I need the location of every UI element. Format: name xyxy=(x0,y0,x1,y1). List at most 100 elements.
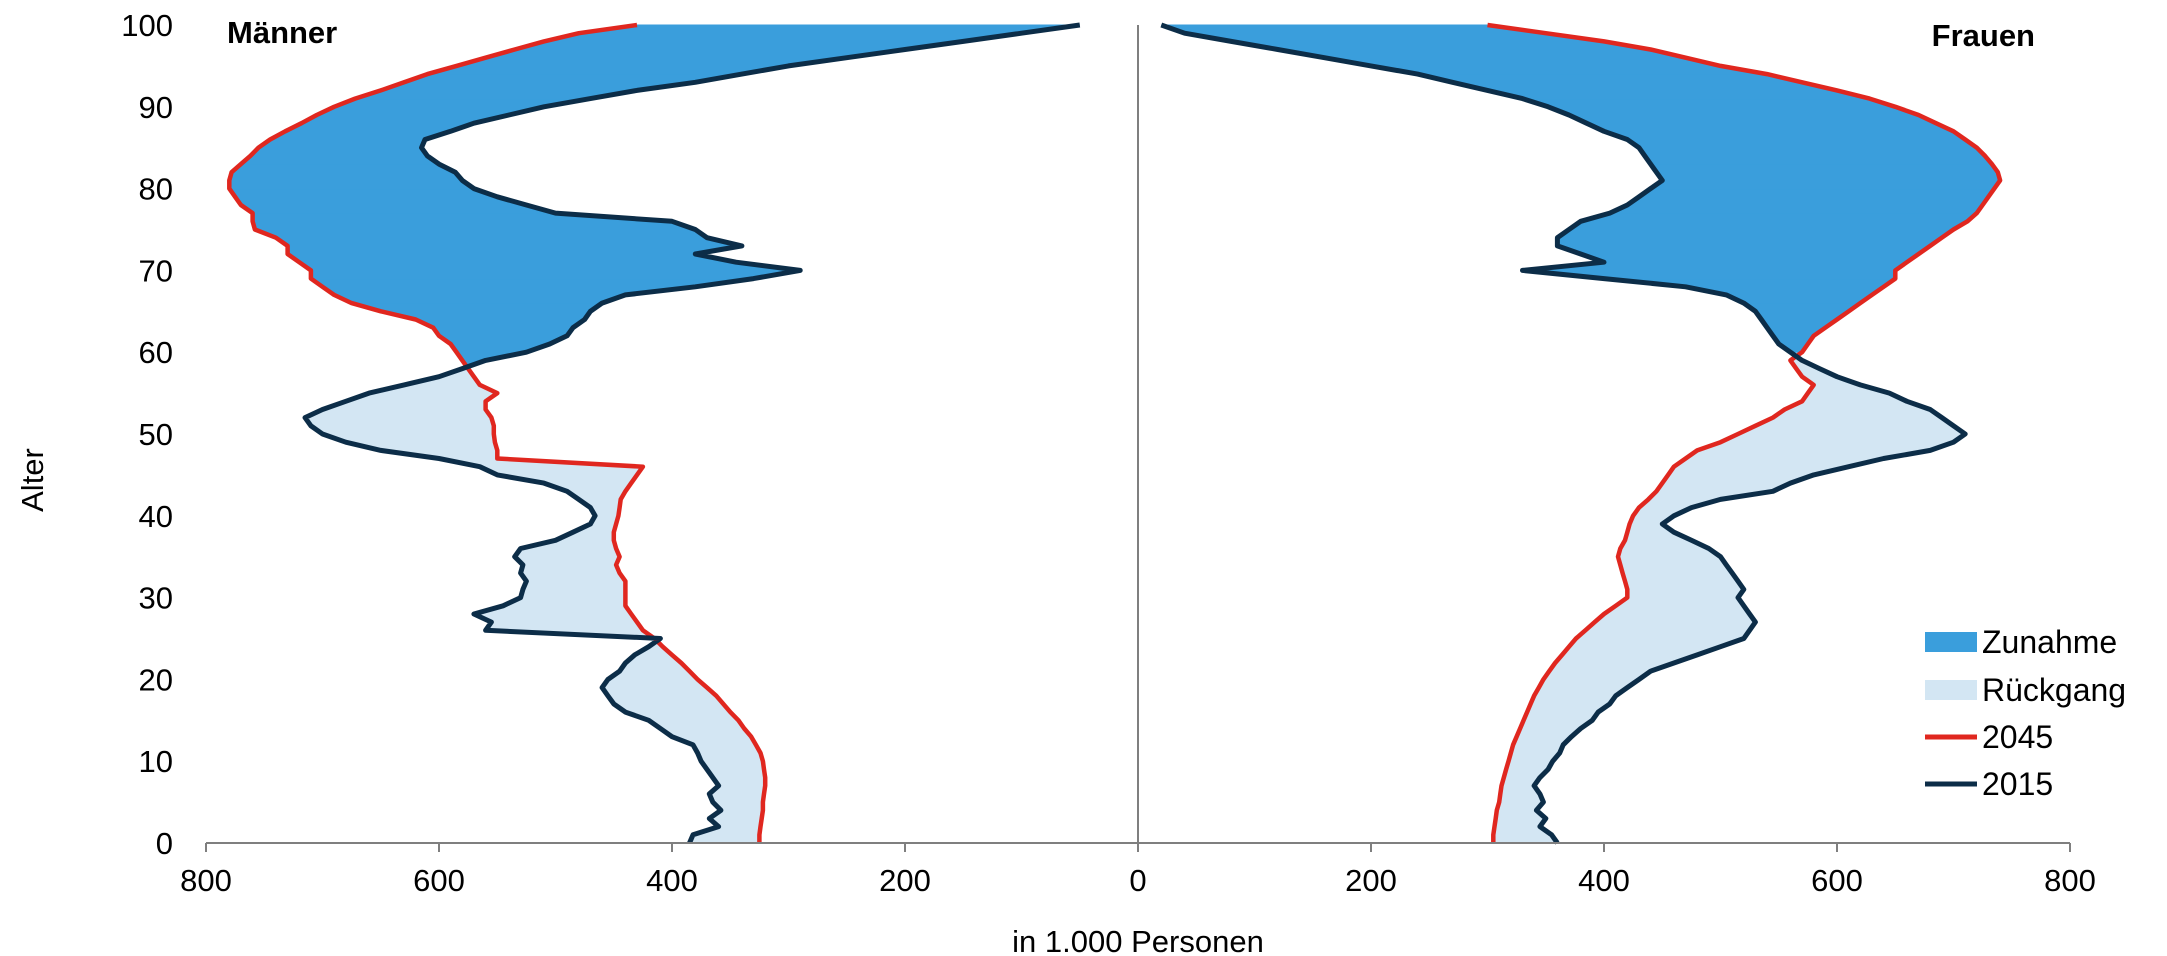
zunahme-band-frauen-77 xyxy=(1609,204,1984,214)
y-tick-label: 90 xyxy=(139,90,173,125)
y-tick-label: 10 xyxy=(139,744,173,779)
y-tick-label: 0 xyxy=(156,826,173,861)
zunahme-band-frauen-89 xyxy=(1547,106,1919,116)
y-tick-label: 80 xyxy=(139,172,173,207)
zunahme-band-maenner-83 xyxy=(239,155,441,165)
zunahme-band-frauen-83 xyxy=(1643,155,1993,165)
rueckgang-band-frauen-30 xyxy=(1626,588,1745,599)
zunahme-band-frauen-65 xyxy=(1742,302,1862,312)
zunahme-band-frauen-97 xyxy=(1231,40,1651,50)
rueckgang-band-frauen-15 xyxy=(1522,711,1600,721)
y-tick-label: 100 xyxy=(121,8,173,43)
x-tick-label: 200 xyxy=(879,863,931,898)
legend-label-y2045: 2045 xyxy=(1982,719,2053,755)
zunahme-band-frauen-96 xyxy=(1277,49,1686,59)
rueckgang-band-maenner-18 xyxy=(601,687,718,697)
zunahme-band-frauen-94 xyxy=(1370,65,1768,75)
legend-label-rueckgang: Rückgang xyxy=(1982,672,2126,708)
rueckgang-band-frauen-25 xyxy=(1574,629,1751,639)
rueckgang-band-maenner-9 xyxy=(700,760,765,770)
rueckgang-band-maenner-5 xyxy=(708,793,765,803)
zunahme-band-frauen-91 xyxy=(1487,89,1870,100)
zunahme-band-frauen-80 xyxy=(1649,179,2002,190)
series-line-2015-frauen xyxy=(1160,22,1968,845)
rueckgang-band-maenner-8 xyxy=(706,768,766,779)
zunahme-band-frauen-82 xyxy=(1649,163,1999,173)
x-tick-label: 800 xyxy=(2044,863,2096,898)
zunahme-band-frauen-84 xyxy=(1638,147,1987,157)
legend-label-zunahme: Zunahme xyxy=(1982,624,2117,660)
rueckgang-band-maenner-21 xyxy=(618,662,691,672)
rueckgang-band-frauen-33 xyxy=(1619,564,1734,574)
y-tick-label: 50 xyxy=(139,417,173,452)
zunahme-band-maenner-66 xyxy=(333,294,626,304)
zunahme-band-maenner-71 xyxy=(286,253,737,263)
zunahme-band-frauen-72 xyxy=(1557,245,1932,255)
rueckgang-band-maenner-16 xyxy=(612,703,732,713)
rueckgang-band-maenner-27 xyxy=(473,613,638,623)
rueckgang-band-frauen-29 xyxy=(1614,597,1745,607)
legend-swatch-rueckgang xyxy=(1925,680,1977,700)
zunahme-band-frauen-88 xyxy=(1568,114,1937,124)
axes-layer: 800 600 400 200 0 200 400 600 800010203040506070… xyxy=(121,8,2096,898)
series-line-2015-maenner xyxy=(302,22,1081,844)
zunahme-band-frauen-75 xyxy=(1567,220,1970,230)
panel-label-maenner: Männer xyxy=(227,15,337,50)
zunahme-band-maenner-63 xyxy=(415,319,587,329)
zunahme-band-frauen-76 xyxy=(1580,212,1979,222)
zunahme-band-frauen-64 xyxy=(1754,310,1851,320)
lines-layer xyxy=(227,22,2003,845)
y-tick-label: 20 xyxy=(139,662,173,697)
rueckgang-band-frauen-49 xyxy=(1720,433,1967,443)
zunahme-band-frauen-95 xyxy=(1324,57,1721,67)
zunahme-band-frauen-73 xyxy=(1556,237,1944,247)
rueckgang-band-maenner-31 xyxy=(522,580,626,590)
legend-label-y2015: 2015 xyxy=(1982,766,2053,802)
y-tick-label: 60 xyxy=(139,335,173,370)
zunahme-band-frauen-92 xyxy=(1452,81,1838,91)
rueckgang-band-frauen-26 xyxy=(1584,621,1757,631)
zunahme-band-maenner-80 xyxy=(228,179,476,190)
rueckgang-band-maenner-32 xyxy=(519,572,627,582)
zunahme-band-frauen-90 xyxy=(1522,98,1896,108)
rueckgang-band-frauen-50 xyxy=(1737,425,1967,435)
rueckgang-band-maenner-0 xyxy=(688,834,760,844)
rueckgang-band-maenner-35 xyxy=(513,548,621,558)
zunahme-band-maenner-74 xyxy=(254,229,709,239)
zunahme-band-frauen-93 xyxy=(1417,73,1803,83)
rueckgang-band-frauen-27 xyxy=(1593,613,1757,623)
rueckgang-band-frauen-0 xyxy=(1492,834,1559,844)
zunahme-band-maenner-62 xyxy=(432,327,574,337)
rueckgang-band-maenner-10 xyxy=(696,752,764,762)
rueckgang-band-frauen-5 xyxy=(1498,793,1545,803)
rueckgang-band-frauen-20 xyxy=(1542,670,1653,680)
rueckgang-band-maenner-52 xyxy=(304,409,493,419)
zunahme-band-maenner-65 xyxy=(351,302,604,312)
zunahme-band-maenner-87 xyxy=(284,122,475,132)
rueckgang-band-frauen-9 xyxy=(1505,760,1554,770)
rueckgang-band-frauen-48 xyxy=(1697,441,1954,451)
y-tick-label: 40 xyxy=(139,499,173,534)
panel-label-frauen: Frauen xyxy=(1932,18,2035,53)
x-tick-label: 0 xyxy=(1129,863,1146,898)
rueckgang-band-frauen-52 xyxy=(1771,409,1944,419)
zunahme-band-maenner-99 xyxy=(578,24,1080,34)
x-tick-label: 600 xyxy=(413,863,465,898)
rueckgang-band-maenner-34 xyxy=(513,556,621,566)
rueckgang-band-maenner-33 xyxy=(519,564,621,574)
zunahme-band-maenner-85 xyxy=(256,139,426,149)
y-tick-label: 30 xyxy=(139,581,173,616)
rueckgang-band-frauen-31 xyxy=(1624,580,1745,590)
rueckgang-band-maenner-50 xyxy=(309,425,495,435)
x-tick-label: 800 xyxy=(180,863,232,898)
rueckgang-band-frauen-18 xyxy=(1533,687,1629,697)
zunahme-band-maenner-82 xyxy=(230,163,456,173)
rueckgang-band-frauen-35 xyxy=(1617,548,1723,558)
zunahme-band-frauen-78 xyxy=(1625,196,1990,206)
series-line-2045-maenner xyxy=(227,22,768,843)
rueckgang-band-frauen-11 xyxy=(1510,744,1564,754)
zunahme-band-maenner-73 xyxy=(274,237,743,247)
zunahme-band-maenner-77 xyxy=(239,204,556,214)
zunahme-band-maenner-84 xyxy=(249,147,429,157)
